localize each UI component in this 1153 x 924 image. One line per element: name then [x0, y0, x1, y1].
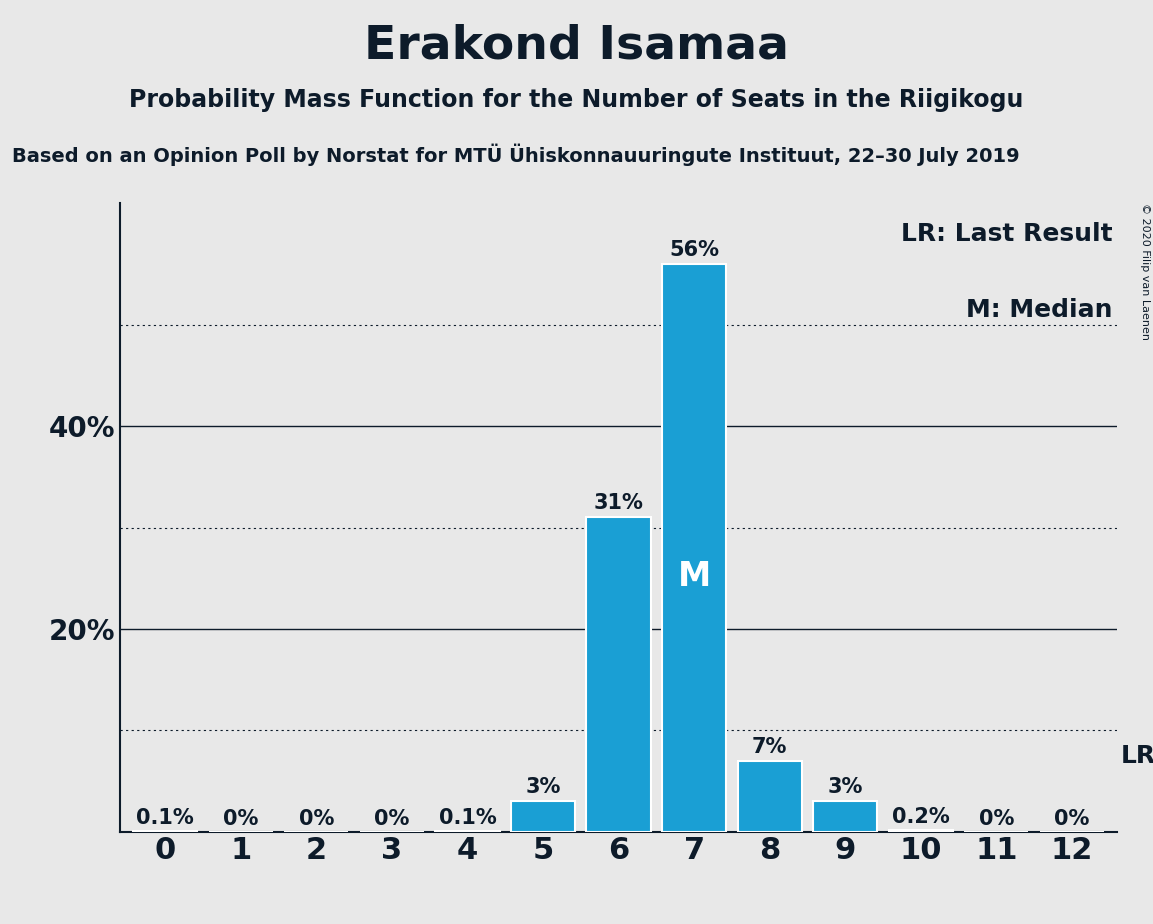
- Text: 0%: 0%: [1054, 808, 1090, 829]
- Text: 31%: 31%: [594, 493, 643, 514]
- Text: 0%: 0%: [375, 808, 409, 829]
- Text: Erakond Isamaa: Erakond Isamaa: [364, 23, 789, 68]
- Text: LR: Last Result: LR: Last Result: [900, 222, 1113, 246]
- Text: 0.2%: 0.2%: [892, 807, 950, 827]
- Text: 7%: 7%: [752, 736, 787, 757]
- Text: 56%: 56%: [669, 240, 719, 260]
- Bar: [889, 830, 952, 832]
- Bar: [662, 264, 726, 832]
- Bar: [133, 831, 197, 832]
- Bar: [511, 801, 575, 832]
- Text: © 2020 Filip van Laenen: © 2020 Filip van Laenen: [1139, 203, 1150, 340]
- Text: M: Median: M: Median: [966, 298, 1113, 322]
- Text: 0%: 0%: [224, 808, 258, 829]
- Text: LR: LR: [1121, 744, 1153, 768]
- Bar: [738, 760, 801, 832]
- Text: Based on an Opinion Poll by Norstat for MTÜ Ühiskonnauuringute Instituut, 22–30 : Based on an Opinion Poll by Norstat for …: [12, 143, 1019, 165]
- Text: 3%: 3%: [526, 777, 560, 797]
- Text: M: M: [678, 560, 710, 592]
- Bar: [587, 517, 650, 832]
- Bar: [813, 801, 877, 832]
- Text: 0%: 0%: [299, 808, 334, 829]
- Text: 0%: 0%: [979, 808, 1013, 829]
- Text: 0.1%: 0.1%: [136, 808, 194, 828]
- Text: 0.1%: 0.1%: [438, 808, 496, 828]
- Text: 3%: 3%: [828, 777, 862, 797]
- Bar: [436, 831, 499, 832]
- Text: Probability Mass Function for the Number of Seats in the Riigikogu: Probability Mass Function for the Number…: [129, 88, 1024, 112]
